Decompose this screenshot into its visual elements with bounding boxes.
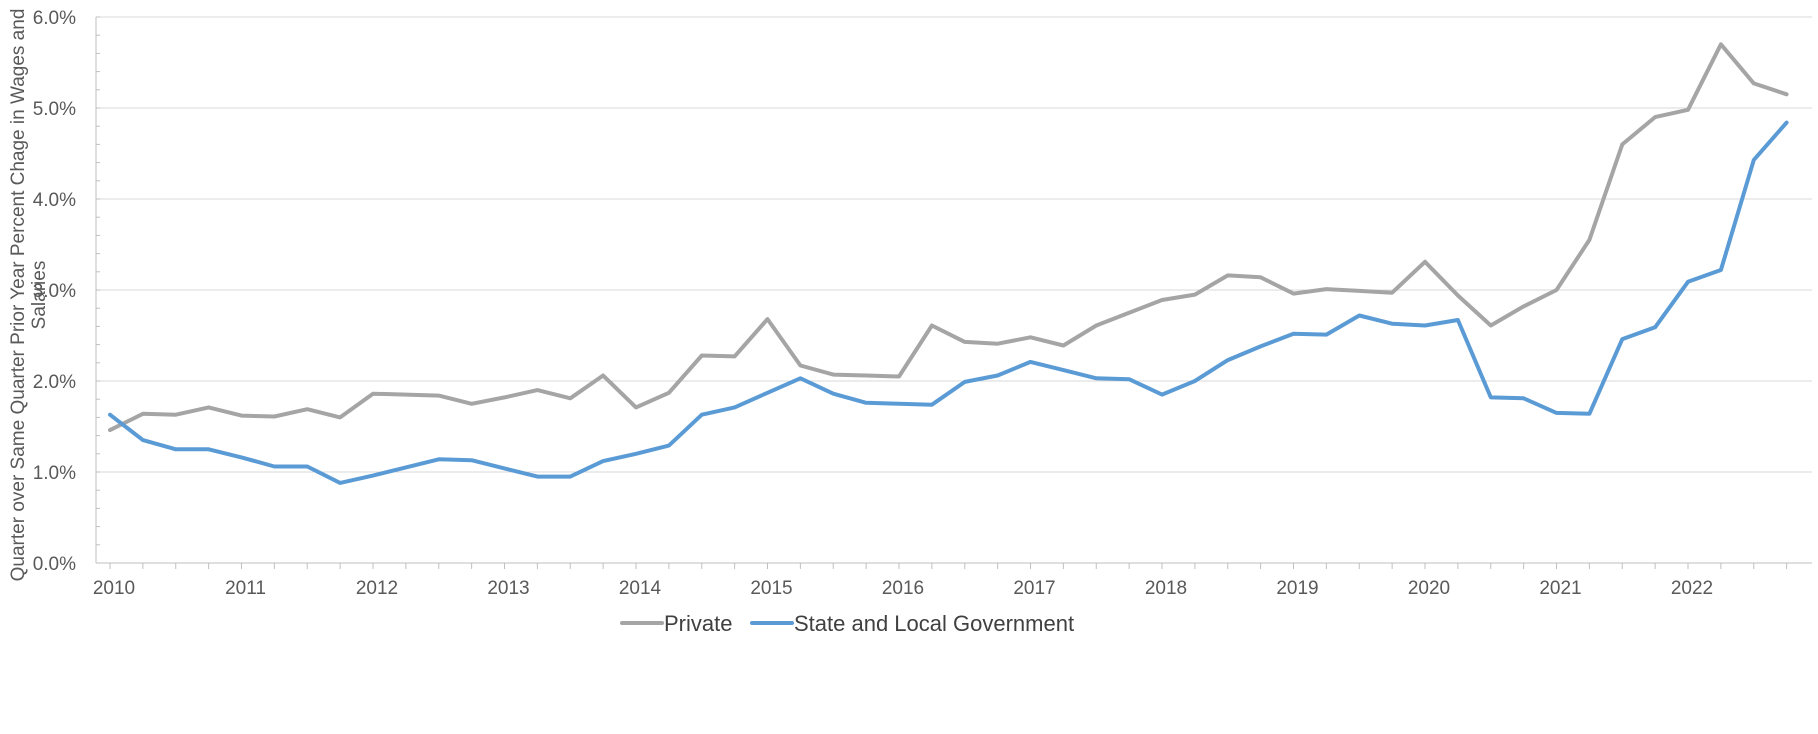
y-tick-label: 3.0%: [33, 281, 76, 302]
series-line-1: [108, 42, 1789, 433]
x-tick-label: 2013: [487, 578, 529, 599]
x-tick-label: 2014: [619, 578, 662, 599]
y-axis-title-text: Quarter over Same Quarter Prior Year Per…: [8, 9, 50, 582]
y-axis-title-line: Quarter over Same Quarter Prior Year Per…: [8, 9, 29, 582]
x-tick-label: 2010: [93, 578, 135, 599]
legend: Private State and Local Government: [620, 611, 1074, 636]
x-tick-label: 2018: [1145, 578, 1187, 599]
y-axis-title: Quarter over Same Quarter Prior Year Per…: [8, 9, 50, 582]
x-tick-label: 2012: [356, 578, 398, 599]
series-line-2: [108, 120, 1789, 485]
legend-item-1: Private: [620, 611, 732, 636]
y-tick-label: 6.0%: [33, 8, 76, 29]
x-tick-label: 2017: [1013, 578, 1055, 599]
x-tick-label: 2015: [750, 578, 792, 599]
x-tick-label: 2016: [882, 578, 924, 599]
x-tick-label: 2019: [1276, 578, 1318, 599]
axes: [95, 16, 1812, 569]
legend-label: State and Local Government: [794, 611, 1074, 636]
x-tick-label: 2020: [1408, 578, 1450, 599]
y-tick-label: 1.0%: [33, 463, 76, 484]
y-axis-title-line: Salaries: [29, 261, 50, 330]
tick-labels: 0.0% 1.0% 2.0% 3.0% 4.0% 5.0% 6.0% 2010 2011 2012…: [33, 8, 1713, 599]
x-tick-label: 2022: [1671, 578, 1713, 599]
legend-item-2: State and Local Government: [750, 611, 1074, 636]
y-tick-label: 4.0%: [33, 190, 76, 211]
series-lines: [108, 42, 1789, 485]
y-tick-label: 0.0%: [33, 554, 76, 575]
x-tick-label: 2011: [225, 578, 266, 599]
legend-label: Private: [664, 611, 732, 636]
x-tick-label: 2021: [1539, 578, 1581, 599]
y-tick-label: 5.0%: [33, 99, 76, 120]
gridlines: [96, 16, 1812, 473]
y-tick-label: 2.0%: [33, 372, 76, 393]
